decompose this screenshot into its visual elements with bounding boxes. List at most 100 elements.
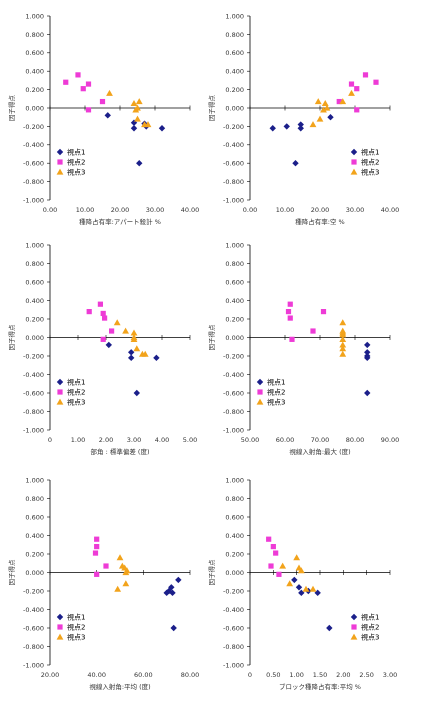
- data-point-series-2: [354, 107, 360, 113]
- y-tick-label: 0.200: [225, 550, 244, 558]
- y-tick-label: 0.800: [225, 31, 244, 39]
- y-tick-label: 0.000: [225, 104, 244, 112]
- data-point-series-3: [114, 585, 122, 592]
- y-tick-label: -0.800: [23, 643, 44, 651]
- x-tick-label: 20.00: [311, 206, 330, 214]
- y-tick-label: 0.800: [25, 260, 44, 268]
- y-tick-label: 0.400: [225, 532, 244, 540]
- data-point-series-2: [362, 72, 369, 78]
- data-point-series-2: [92, 550, 99, 556]
- scatter-chart-2: 1.000 0.800 0.600 0.400 0.200 0.000 -0.200 -0.4…: [207, 12, 399, 226]
- data-point-series-1: [128, 354, 135, 362]
- y-tick-label: -0.200: [223, 123, 244, 131]
- y-tick-label: 0.600: [225, 49, 244, 57]
- y-tick-label: -1.000: [223, 661, 244, 669]
- x-tick-label: 3.00: [383, 671, 397, 679]
- x-tick-label: 20.00: [111, 206, 130, 214]
- data-point-series-1: [364, 389, 371, 397]
- x-tick-label: 0.00: [243, 206, 257, 214]
- data-point-series-1: [105, 341, 112, 349]
- data-point-series-3: [135, 98, 143, 105]
- data-point-series-3: [321, 100, 329, 106]
- legend-label: 視点3: [67, 398, 85, 407]
- y-tick-label: -1.000: [223, 196, 244, 204]
- data-point-series-1: [364, 341, 371, 349]
- data-point-series-2: [75, 72, 81, 78]
- y-tick-label: 0.200: [225, 315, 244, 323]
- data-point-series-3: [309, 121, 317, 128]
- data-point-series-3: [293, 554, 301, 561]
- legend-label: 視点2: [67, 388, 85, 397]
- x-axis-label: 種降占有率:アパート殺計 %: [79, 217, 161, 226]
- y-tick-label: 1.000: [25, 12, 44, 20]
- scatter-chart-1: 1.000 0.800 0.600 0.400 0.200 0.000 -0.200 -0.4…: [7, 12, 199, 226]
- data-point-series-3: [339, 341, 347, 348]
- legend-label: 視点1: [361, 148, 379, 157]
- y-tick-label: -0.400: [23, 606, 44, 614]
- y-tick-label: 0.400: [225, 68, 244, 76]
- legend-label: 視点3: [67, 633, 85, 642]
- y-tick-label: 0.200: [25, 315, 44, 323]
- legend-marker-2: [57, 159, 63, 165]
- data-point-series-3: [339, 98, 347, 105]
- legend-label: 視点2: [361, 623, 379, 632]
- legend-marker-3: [56, 398, 64, 405]
- x-axis-label: ブロック種降占有率:平均 %: [279, 682, 361, 691]
- y-tick-label: -0.600: [223, 389, 244, 397]
- y-tick-label: -0.400: [23, 141, 44, 149]
- data-point-series-2: [94, 571, 100, 577]
- legend-label: 視点1: [67, 148, 85, 157]
- x-tick-label: 0.00: [43, 206, 57, 214]
- y-tick-label: -0.200: [223, 587, 244, 595]
- y-axis-label: 因子得点: [207, 559, 216, 586]
- legend-marker-3: [56, 633, 64, 640]
- legend-marker-1: [350, 148, 358, 156]
- data-point-series-3: [122, 327, 129, 334]
- y-tick-label: 1.000: [25, 241, 44, 249]
- data-point-series-2: [268, 563, 274, 569]
- legend-marker-3: [350, 168, 358, 175]
- legend-label: 視点2: [267, 388, 285, 397]
- y-tick-label: 0.600: [25, 49, 44, 57]
- x-tick-label: 10.00: [276, 206, 295, 214]
- y-tick-label: 0.400: [25, 297, 44, 305]
- legend-marker-1: [256, 378, 264, 386]
- y-tick-label: 0.600: [25, 513, 44, 521]
- y-tick-label: -0.200: [223, 352, 244, 360]
- data-point-series-1: [292, 160, 299, 167]
- x-tick-label: 60.00: [134, 671, 153, 679]
- data-point-series-3: [133, 345, 141, 352]
- data-point-series-1: [295, 584, 303, 591]
- x-tick-label: 4.00: [155, 436, 169, 444]
- y-tick-label: -0.600: [23, 389, 44, 397]
- y-tick-label: 0.800: [25, 495, 44, 503]
- x-tick-label: 10.00: [76, 206, 95, 214]
- y-tick-label: 0.000: [25, 104, 44, 112]
- data-point-series-3: [339, 350, 347, 357]
- y-axis-label: 因子得点: [207, 324, 216, 351]
- data-point-series-2: [266, 536, 272, 542]
- scatter-chart-5: 1.000 0.800 0.600 0.400 0.200 0.000 -0.200 -0.4…: [7, 476, 199, 691]
- legend-label: 視点3: [267, 398, 285, 407]
- x-tick-label: 80.00: [181, 671, 200, 679]
- y-tick-label: -0.200: [23, 123, 44, 131]
- data-point-series-3: [116, 554, 124, 561]
- y-tick-label: 0.200: [25, 86, 44, 94]
- y-tick-label: 1.000: [225, 476, 244, 484]
- data-point-series-3: [279, 562, 287, 569]
- y-tick-label: 0.000: [225, 334, 244, 342]
- data-point-series-2: [97, 301, 103, 307]
- legend-label: 視点2: [67, 158, 85, 167]
- y-tick-label: -0.800: [23, 408, 44, 416]
- y-tick-label: 0.400: [25, 532, 44, 540]
- data-point-series-1: [104, 112, 111, 119]
- y-tick-label: -1.000: [23, 426, 44, 434]
- legend-label: 視点3: [67, 168, 85, 177]
- data-point-series-2: [336, 98, 342, 105]
- y-tick-label: -0.800: [223, 178, 244, 186]
- data-point-series-2: [354, 86, 360, 92]
- legend-marker-2: [57, 389, 63, 395]
- y-tick-label: -0.400: [223, 606, 244, 614]
- legend-marker-2: [351, 624, 357, 630]
